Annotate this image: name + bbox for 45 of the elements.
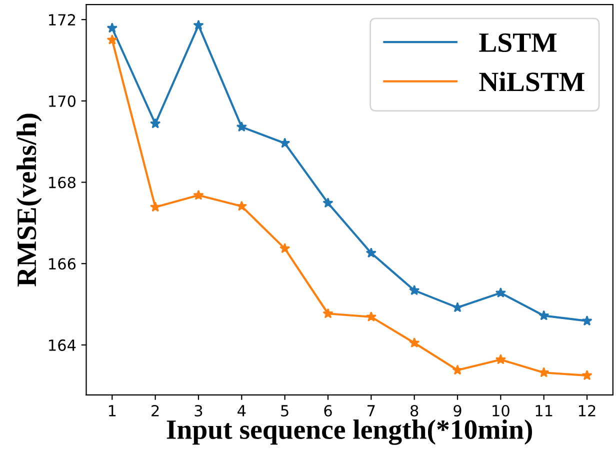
legend-label: LSTM xyxy=(479,33,557,52)
y-tick-label: 164 xyxy=(49,339,76,351)
point xyxy=(236,200,247,211)
point xyxy=(322,197,334,208)
point xyxy=(495,287,506,298)
point xyxy=(366,247,376,258)
x-tick-label: 5 xyxy=(281,405,288,417)
x-tick-label: 12 xyxy=(578,404,596,416)
x-axis-title: Input sequence length(*10min) xyxy=(166,419,532,445)
x-tick-label: 2 xyxy=(152,404,159,416)
point xyxy=(106,34,118,45)
point xyxy=(322,308,334,318)
legend-label: NiLSTM xyxy=(479,72,584,92)
point xyxy=(582,315,592,326)
point xyxy=(409,337,420,348)
point xyxy=(280,138,290,148)
y-tick-label: 170 xyxy=(49,95,76,107)
point xyxy=(366,311,376,322)
x-tick-label: 3 xyxy=(194,404,202,417)
y-tick-label: 168 xyxy=(49,176,76,188)
x-tick-label: 8 xyxy=(410,404,418,417)
x-tick-label: 1 xyxy=(108,405,116,416)
x-tick-label: 9 xyxy=(454,404,462,417)
point xyxy=(452,364,463,375)
y-tick-label: 172 xyxy=(49,14,75,26)
point xyxy=(409,284,420,296)
point xyxy=(582,370,592,380)
point xyxy=(280,243,290,254)
point xyxy=(538,310,550,320)
x-tick-label: 4 xyxy=(238,405,246,416)
x-tick-label: 6 xyxy=(324,404,332,417)
x-tick-label: 10 xyxy=(492,404,510,417)
y-axis-title: RMSE(vehs/h) xyxy=(16,114,42,286)
point xyxy=(150,118,161,128)
point xyxy=(236,121,247,132)
point xyxy=(150,202,161,212)
point xyxy=(495,354,506,364)
point xyxy=(452,302,463,312)
point xyxy=(106,22,118,33)
point xyxy=(193,190,204,200)
point xyxy=(193,20,204,30)
x-tick-label: 11 xyxy=(536,405,552,416)
point xyxy=(538,367,550,378)
x-tick-label: 7 xyxy=(368,405,375,416)
y-tick-label: 166 xyxy=(49,258,76,270)
